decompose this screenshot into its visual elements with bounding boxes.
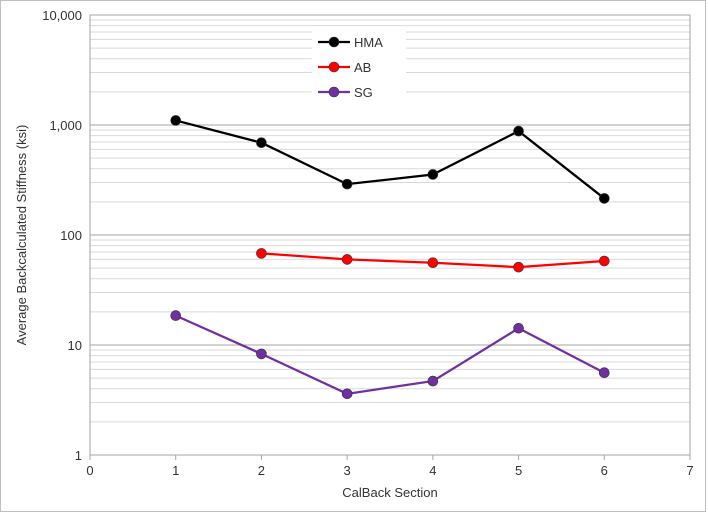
data-point-ab bbox=[256, 248, 267, 259]
y-axis-ticks: 1 10 100 1,000 10,000 bbox=[42, 8, 82, 463]
data-point-ab bbox=[427, 257, 439, 268]
data-point-hma bbox=[170, 115, 182, 126]
legend-label-hma: HMA bbox=[354, 35, 383, 50]
legend-label-sg: SG bbox=[354, 85, 373, 100]
data-point-sg bbox=[170, 310, 182, 321]
data-point-hma bbox=[513, 125, 524, 137]
data-point-ab bbox=[598, 255, 610, 267]
series-line-sg bbox=[175, 314, 605, 395]
x-tick-label: 0 bbox=[86, 463, 93, 478]
x-tick-label: 7 bbox=[686, 463, 693, 478]
grid-lines bbox=[90, 14, 690, 456]
x-tick-label: 1 bbox=[172, 463, 179, 478]
data-point-hma bbox=[341, 178, 353, 190]
y-tick-label: 100 bbox=[60, 228, 82, 243]
y-axis-title: Average Backcalculated Stiffness (ksi) bbox=[14, 125, 29, 346]
data-point-hma bbox=[598, 193, 610, 204]
data-point-sg bbox=[341, 388, 353, 400]
plot-area-border bbox=[89, 14, 691, 456]
y-tick-label: 1 bbox=[75, 448, 82, 463]
x-axis-ticks: 0 1 2 3 4 5 6 7 bbox=[86, 455, 694, 478]
data-point-ab bbox=[341, 254, 353, 265]
y-tick-label: 10 bbox=[68, 338, 82, 353]
legend-marker-sg bbox=[328, 86, 340, 98]
legend-marker-hma bbox=[328, 36, 340, 48]
x-tick-label: 6 bbox=[601, 463, 608, 478]
data-point-ab bbox=[513, 261, 524, 273]
legend: HMA AB SG bbox=[312, 28, 406, 109]
legend-label-ab: AB bbox=[354, 60, 371, 75]
series-line-hma bbox=[175, 119, 605, 200]
x-axis-title: CalBack Section bbox=[342, 485, 437, 500]
data-point-sg bbox=[427, 375, 439, 387]
data-point-sg bbox=[256, 348, 267, 360]
series-layer bbox=[170, 115, 610, 400]
legend-marker-ab bbox=[328, 61, 340, 73]
y-tick-label: 1,000 bbox=[49, 118, 82, 133]
x-tick-label: 4 bbox=[429, 463, 436, 478]
x-tick-label: 3 bbox=[344, 463, 351, 478]
data-point-hma bbox=[427, 169, 439, 180]
data-point-sg bbox=[598, 367, 610, 378]
y-tick-label: 10,000 bbox=[42, 8, 82, 23]
data-point-hma bbox=[256, 137, 267, 149]
x-tick-label: 5 bbox=[515, 463, 522, 478]
data-point-sg bbox=[513, 322, 524, 334]
x-tick-label: 2 bbox=[258, 463, 265, 478]
